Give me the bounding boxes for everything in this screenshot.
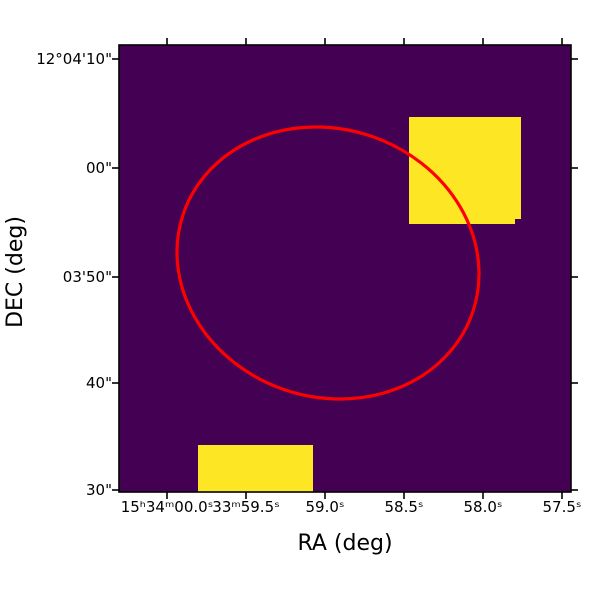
y-tick-label: 30"	[86, 481, 112, 499]
aperture-ellipse	[175, 125, 481, 401]
y-tick-label: 03'50"	[62, 268, 112, 286]
x-ticks-top	[166, 38, 563, 45]
source-region-top-right	[409, 117, 521, 224]
y-tick-label: 40"	[86, 374, 112, 392]
x-axis-label: RA (deg)	[297, 531, 393, 556]
y-tick-label: 12°04'10"	[36, 50, 112, 68]
plot-border	[118, 44, 572, 493]
y-axis-label: DEC (deg)	[3, 216, 28, 328]
image-background	[119, 45, 571, 492]
x-tick-label: 57.5ˢ	[542, 498, 582, 516]
x-tick-label: 33ᵐ59.5ˢ	[212, 498, 280, 516]
y-ticks-right	[571, 58, 578, 491]
y-ticks-left	[112, 58, 119, 491]
x-tick-label: 58.0ˢ	[463, 498, 503, 516]
x-tick-label: 15ʰ34ᵐ00.0ˢ	[120, 498, 214, 516]
y-tick-label: 00"	[86, 159, 112, 177]
source-region-bottom	[198, 445, 313, 492]
x-ticks-bottom	[166, 492, 563, 499]
x-tick-label: 59.0ˢ	[305, 498, 345, 516]
x-tick-label: 58.5ˢ	[384, 498, 424, 516]
